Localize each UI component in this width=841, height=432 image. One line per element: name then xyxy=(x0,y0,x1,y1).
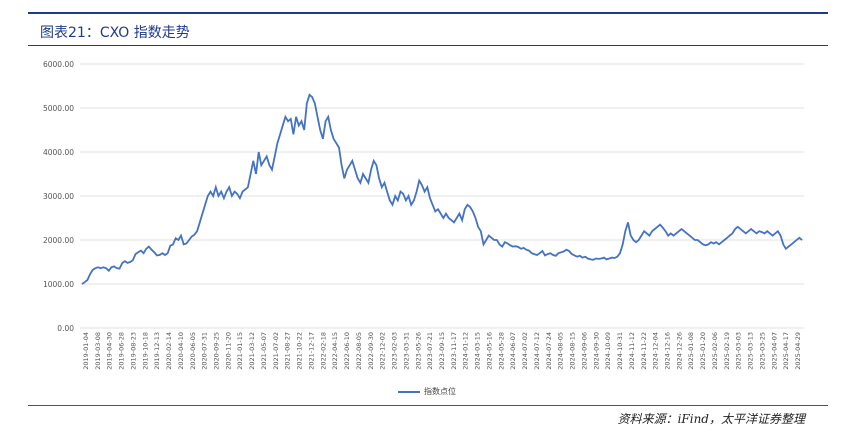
x-tick-label: 2024-11-12 xyxy=(628,332,636,370)
x-axis-ticks: 2019-01-04 2019-03-08 2019-04-30 2019-06-28… xyxy=(82,332,802,370)
x-tick-label: 2024-11-22 xyxy=(640,332,648,370)
x-tick-label: 2019-08-23 xyxy=(129,332,137,370)
x-tick-label: 2019-06-28 xyxy=(118,332,126,370)
x-tick-label: 2023-07-21 xyxy=(426,332,434,370)
source-note: 资料来源：iFind，太平洋证券整理 xyxy=(617,412,805,426)
x-tick-label: 2024-08-05 xyxy=(557,332,565,370)
x-tick-label: 2019-03-08 xyxy=(94,332,102,370)
y-axis-ticks: 0.00 1000.00 2000.00 3000.00 4000.00 5000.00 6… xyxy=(43,60,74,333)
x-tick-label: 2024-10-31 xyxy=(616,332,624,370)
x-tick-label: 2025-01-20 xyxy=(699,332,707,370)
x-tick-label: 2024-05-16 xyxy=(485,332,493,370)
x-tick-label: 2025-04-17 xyxy=(782,332,790,370)
x-tick-label: 2024-12-04 xyxy=(652,332,660,370)
x-tick-label: 2024-08-15 xyxy=(569,332,577,370)
x-tick-label: 2024-07-24 xyxy=(545,332,553,370)
x-tick-label: 2022-04-15 xyxy=(331,332,339,370)
grid-lines xyxy=(80,63,804,329)
x-tick-label: 2020-07-31 xyxy=(201,332,209,370)
x-tick-label: 2021-01-15 xyxy=(236,332,244,370)
x-tick-label: 2020-04-10 xyxy=(177,332,185,370)
x-tick-label: 2020-06-05 xyxy=(189,332,197,370)
x-tick-label: 2021-03-12 xyxy=(248,332,256,370)
y-tick-label: 1000.00 xyxy=(43,280,74,289)
title-rule xyxy=(28,45,828,46)
legend: 指数点位 xyxy=(398,386,456,397)
y-tick-label: 5000.00 xyxy=(43,104,74,113)
x-tick-label: 2021-07-02 xyxy=(272,332,280,370)
x-tick-label: 2021-08-27 xyxy=(284,332,292,370)
x-tick-label: 2024-10-09 xyxy=(604,332,612,370)
x-tick-label: 2024-03-15 xyxy=(474,332,482,370)
x-tick-label: 2020-02-14 xyxy=(165,332,173,370)
y-tick-label: 3000.00 xyxy=(43,192,74,201)
y-tick-label: 4000.00 xyxy=(43,148,74,157)
x-tick-label: 2024-09-30 xyxy=(592,332,600,370)
x-tick-label: 2020-11-20 xyxy=(224,332,232,370)
line-chart: 0.00 1000.00 2000.00 3000.00 4000.00 5000.00 6… xyxy=(43,60,804,370)
x-tick-label: 2022-08-05 xyxy=(355,332,363,370)
legend-swatch xyxy=(398,390,420,393)
x-tick-label: 2025-02-06 xyxy=(711,332,719,370)
x-tick-label: 2019-12-13 xyxy=(153,332,161,370)
x-tick-label: 2023-02-03 xyxy=(391,332,399,370)
y-tick-label: 6000.00 xyxy=(43,60,74,69)
x-tick-label: 2023-05-26 xyxy=(414,332,422,370)
y-tick-label: 0.00 xyxy=(57,324,74,333)
x-tick-label: 2024-06-07 xyxy=(509,332,517,370)
x-tick-label: 2024-07-12 xyxy=(533,332,541,370)
x-tick-label: 2024-12-16 xyxy=(664,332,672,370)
x-tick-label: 2022-06-10 xyxy=(343,332,351,370)
x-tick-label: 2025-02-19 xyxy=(723,332,731,370)
x-tick-label: 2022-09-30 xyxy=(367,332,375,370)
x-tick-label: 2025-03-25 xyxy=(758,332,766,370)
x-tick-label: 2021-05-07 xyxy=(260,332,268,370)
x-tick-label: 2025-03-13 xyxy=(747,332,755,370)
x-tick-label: 2021-12-17 xyxy=(307,332,315,370)
x-tick-label: 2023-09-15 xyxy=(438,332,446,370)
legend-label: 指数点位 xyxy=(424,387,456,396)
x-tick-label: 2019-01-04 xyxy=(82,332,90,370)
x-tick-label: 2022-02-18 xyxy=(319,332,327,370)
top-rule xyxy=(28,12,828,14)
x-tick-label: 2025-04-07 xyxy=(770,332,778,370)
x-tick-label: 2024-05-28 xyxy=(497,332,505,370)
x-tick-label: 2025-01-08 xyxy=(687,332,695,370)
y-tick-label: 2000.00 xyxy=(43,236,74,245)
x-tick-label: 2024-07-02 xyxy=(521,332,529,370)
x-tick-label: 2022-12-02 xyxy=(379,332,387,370)
figure-title: 图表21：CXO 指数走势 xyxy=(40,25,190,41)
x-tick-label: 2024-09-06 xyxy=(580,332,588,370)
bottom-rule xyxy=(28,405,828,406)
x-tick-label: 2024-01-12 xyxy=(462,332,470,370)
x-tick-label: 2025-04-29 xyxy=(794,332,802,370)
x-tick-label: 2020-09-25 xyxy=(212,332,220,370)
x-tick-label: 2025-03-03 xyxy=(735,332,743,370)
x-tick-label: 2023-11-17 xyxy=(450,332,458,370)
x-tick-label: 2019-04-30 xyxy=(106,332,114,370)
x-tick-label: 2023-03-31 xyxy=(402,332,410,370)
x-tick-label: 2019-10-18 xyxy=(141,332,149,370)
x-tick-label: 2024-12-26 xyxy=(675,332,683,370)
series-line-cxo-index xyxy=(81,93,803,285)
x-tick-label: 2021-10-22 xyxy=(296,332,304,370)
